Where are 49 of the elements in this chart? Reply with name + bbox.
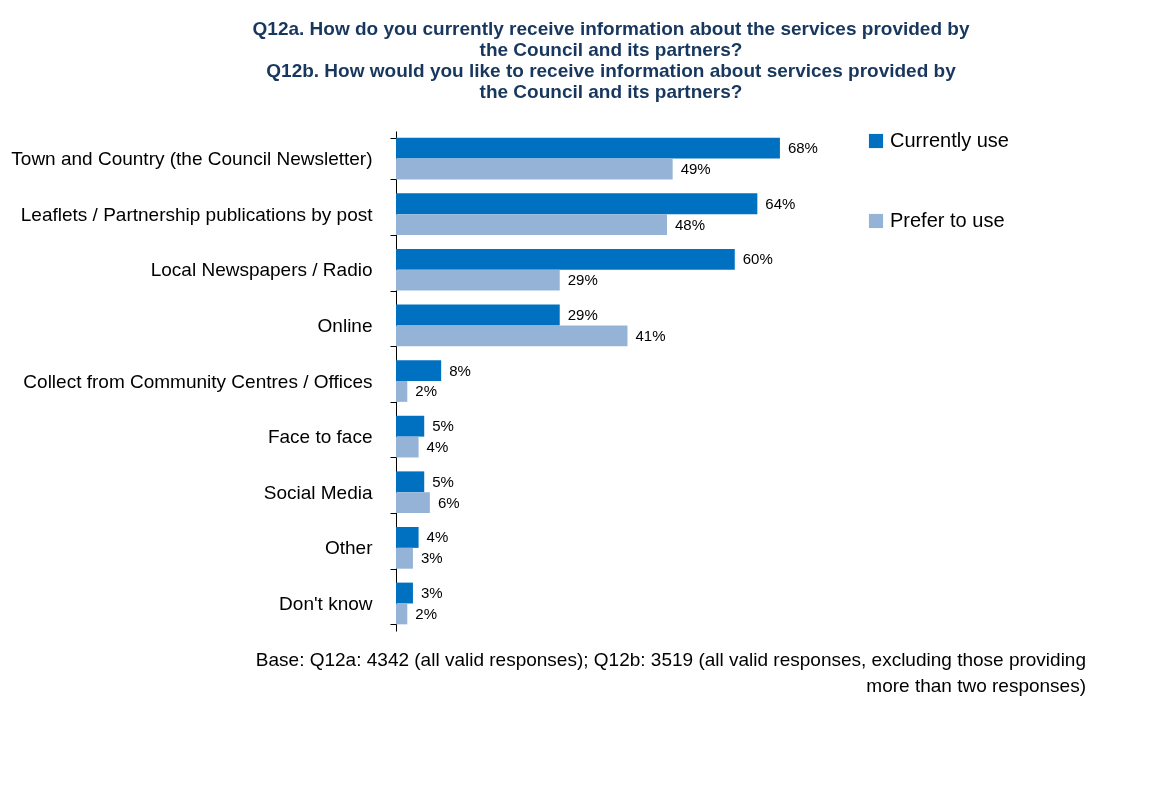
bar (396, 325, 628, 347)
legend-label: Currently use (890, 129, 1009, 151)
chart-title: Q12a. How do you currently receive information about the services provided by the Council and its partners? Q12b. How would you like to receive information about services provided by the Council and its partners? (252, 18, 970, 102)
data-label: 29% (567, 271, 598, 289)
bar (396, 471, 425, 493)
bar (396, 415, 425, 437)
data-label: 8% (449, 361, 471, 379)
bar (396, 436, 419, 458)
data-label: 49% (680, 159, 711, 177)
bar (396, 214, 668, 235)
bar (396, 158, 673, 180)
data-label: 2% (415, 382, 437, 400)
data-label: 41% (635, 326, 666, 344)
data-label: 48% (675, 215, 706, 233)
y-tick-label: Don't know (279, 592, 373, 614)
bar (396, 527, 419, 548)
bar (396, 269, 560, 291)
bar (396, 360, 442, 381)
text: Base: Q12a: 4342 (all valid responses); Q12b: 3519 (all valid responses, excluding those providing more than two responses) (255, 649, 1086, 696)
bar (396, 137, 780, 159)
data-label: 3% (420, 584, 443, 602)
bar (396, 304, 560, 326)
y-tick-label: Local Newspapers / Radio (150, 259, 373, 281)
bar (396, 492, 430, 514)
bar (396, 193, 758, 215)
data-label: 2% (415, 604, 437, 622)
bar (396, 603, 408, 625)
data-label: 60% (742, 250, 773, 268)
bar (396, 248, 735, 270)
data-label: 29% (567, 305, 598, 323)
y-tick-label: Leaflets / Partnership publications by post (20, 203, 374, 225)
data-label: 4% (426, 438, 449, 456)
bar (396, 381, 408, 402)
legend-label: Prefer to use (890, 209, 1005, 231)
bar (396, 547, 413, 569)
data-label: 68% (787, 139, 818, 157)
y-tick-label: Town and Country (the Council Newsletter) (11, 148, 373, 170)
y-tick-label: Social Media (263, 481, 373, 503)
y-tick-label: Face to face (267, 426, 373, 448)
y-tick-label: Collect from Community Centres / Offices (23, 370, 373, 392)
data-label: 6% (437, 493, 460, 511)
y-tick-label: Online (317, 314, 373, 336)
data-label: 64% (765, 194, 796, 212)
data-label: 4% (426, 528, 449, 546)
y-tick-label: Other (324, 537, 374, 559)
data-label: 5% (432, 417, 454, 435)
bar (396, 582, 413, 604)
data-label: 3% (420, 549, 443, 567)
data-label: 5% (432, 472, 454, 490)
